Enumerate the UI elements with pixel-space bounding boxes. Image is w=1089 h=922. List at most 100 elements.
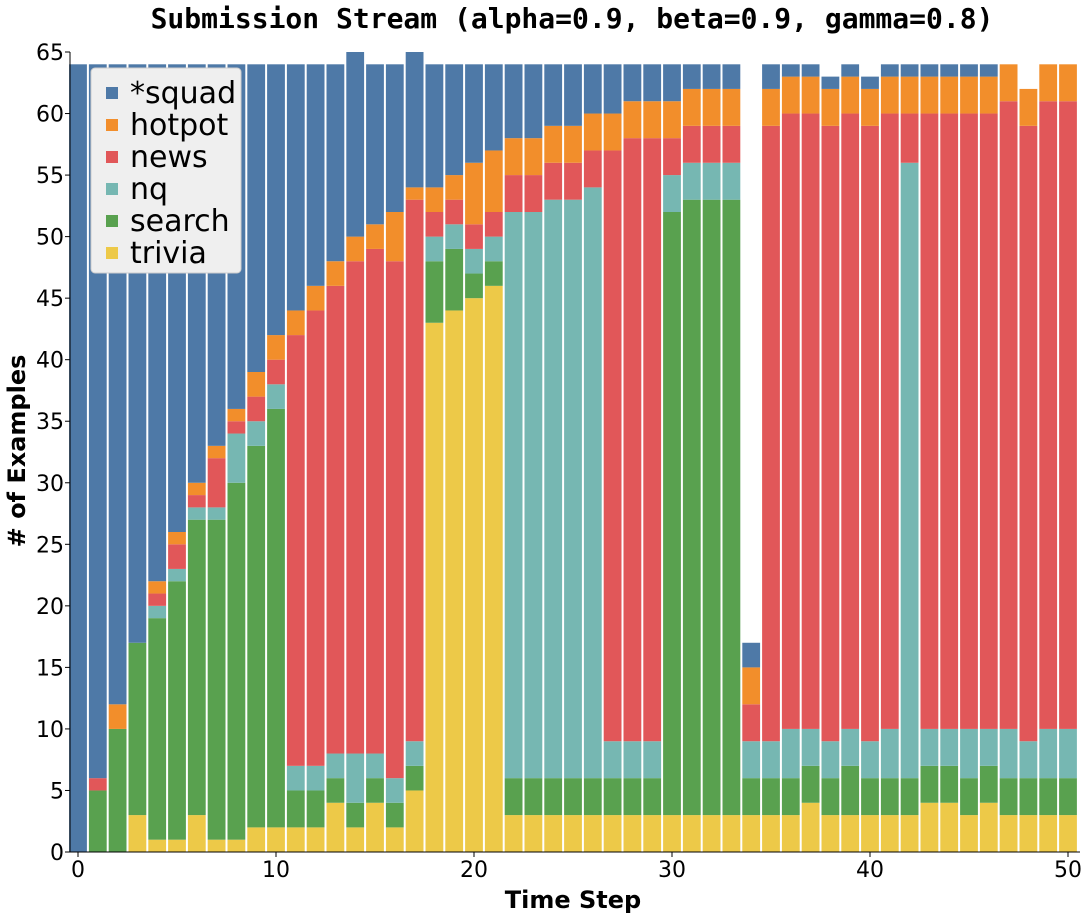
bar-segment-nq-4 <box>148 605 167 619</box>
bar-segment-trivia-38 <box>821 815 840 852</box>
bar-segment-news-50 <box>1059 101 1077 729</box>
bar-segment-nq-7 <box>207 507 226 520</box>
bar-segment-trivia-25 <box>564 815 582 852</box>
bar-segment-hotpot-23 <box>524 138 543 176</box>
bar-segment-nq-42 <box>900 162 919 779</box>
bar-segment-nq-9 <box>247 421 266 446</box>
bar-segment-nq-36 <box>781 728 800 779</box>
bar-segment-trivia-40 <box>861 815 879 852</box>
bar-segment-hotpot-7 <box>207 445 226 459</box>
bar-segment-news-48 <box>1019 125 1038 742</box>
y-tick-label: 50 <box>36 226 64 251</box>
bar-segment-nq-12 <box>306 765 325 791</box>
bar-segment-trivia-46 <box>979 802 998 852</box>
bar-segment-nq-34 <box>742 741 761 779</box>
bar-segment-news-33 <box>722 125 741 163</box>
bar-segment-search-10 <box>267 408 285 828</box>
bar-segment-trivia-18 <box>425 322 444 852</box>
bar-segment-news-26 <box>583 150 602 188</box>
bar-segment-trivia-30 <box>663 815 681 852</box>
bar-segment-nq-8 <box>227 433 246 483</box>
bar-segment-search-41 <box>880 778 899 816</box>
bar-segment-nq-18 <box>425 236 444 262</box>
bar-segment-nq-30 <box>663 175 681 212</box>
bar-segment-news-35 <box>762 125 780 742</box>
bar-segment-search-6 <box>187 519 206 816</box>
bar-segment-nq-43 <box>920 728 939 766</box>
bar-segment-hotpot-8 <box>227 408 246 422</box>
legend-swatch-news <box>106 151 118 163</box>
bar-segment-search-4 <box>148 618 167 840</box>
legend-swatch-search <box>106 215 118 227</box>
bar-segment-squad-14 <box>346 52 365 237</box>
bar-segment-search-26 <box>583 778 602 816</box>
bar-segment-news-19 <box>445 199 464 225</box>
bar-segment-search-11 <box>286 790 305 828</box>
bar-segment-news-46 <box>979 113 998 729</box>
bar-segment-nq-13 <box>326 753 345 779</box>
y-tick-label: 10 <box>36 718 64 743</box>
bar-segment-news-7 <box>207 458 226 508</box>
bar-segment-hotpot-46 <box>979 76 998 114</box>
bar-segment-hotpot-34 <box>742 667 761 705</box>
bar-segment-nq-24 <box>544 199 563 779</box>
bar-segment-search-16 <box>385 802 404 828</box>
bar-segment-search-31 <box>682 199 701 816</box>
bar-segment-squad-29 <box>643 64 662 102</box>
bar-segment-nq-28 <box>623 741 642 779</box>
bar-segment-nq-10 <box>267 384 285 409</box>
bar-segment-search-45 <box>960 778 978 816</box>
bar-segment-news-9 <box>247 396 266 422</box>
y-tick-label: 65 <box>36 41 64 66</box>
bar-segment-nq-5 <box>168 568 186 582</box>
bar-segment-search-29 <box>643 778 662 816</box>
bar-segment-hotpot-49 <box>1039 64 1058 102</box>
bar-segment-trivia-13 <box>326 802 345 852</box>
bar-segment-news-28 <box>623 138 642 742</box>
bar-segment-trivia-42 <box>900 815 919 852</box>
bar-segment-trivia-50 <box>1059 815 1077 852</box>
bar-segment-hotpot-43 <box>920 76 939 114</box>
bar-segment-squad-21 <box>484 64 503 151</box>
bar-segment-search-1 <box>88 790 107 852</box>
bar-segment-trivia-36 <box>781 815 800 852</box>
bar-segment-hotpot-47 <box>999 64 1018 102</box>
bar-segment-search-20 <box>465 273 483 299</box>
bar-segment-news-38 <box>821 125 840 742</box>
bar-segment-hotpot-38 <box>821 88 840 126</box>
bar-segment-news-4 <box>148 593 167 606</box>
bar-segment-news-8 <box>227 421 246 434</box>
bar-segment-news-40 <box>861 125 879 742</box>
bar-segment-trivia-47 <box>999 815 1018 852</box>
bar-segment-trivia-14 <box>346 827 365 852</box>
bar-segment-search-28 <box>623 778 642 816</box>
bar-segment-news-15 <box>366 248 384 754</box>
bar-segment-trivia-23 <box>524 815 543 852</box>
bar-segment-trivia-35 <box>762 815 780 852</box>
bar-segment-squad-36 <box>781 64 800 77</box>
bar-segment-nq-40 <box>861 741 879 779</box>
bar-segment-nq-21 <box>484 236 503 262</box>
bar-segment-nq-6 <box>187 507 206 520</box>
bar-segment-trivia-16 <box>385 827 404 852</box>
bar-segment-search-44 <box>940 765 959 803</box>
legend-box <box>90 67 242 274</box>
bar-segment-hotpot-20 <box>465 162 483 225</box>
bar-segment-squad-20 <box>465 64 483 163</box>
bar-segment-nq-45 <box>960 728 978 779</box>
bar-segment-hotpot-22 <box>504 138 523 176</box>
bar-segment-hotpot-37 <box>801 76 820 114</box>
bar-segment-hotpot-41 <box>880 76 899 114</box>
chart-title: Submission Stream (alpha=0.9, beta=0.9, … <box>151 2 994 35</box>
bar-segment-trivia-37 <box>801 802 820 852</box>
bar-segment-search-43 <box>920 765 939 803</box>
bar-segment-squad-27 <box>603 64 622 114</box>
bar-segment-trivia-21 <box>484 285 503 853</box>
bar-segment-search-22 <box>504 778 523 816</box>
bar-segment-nq-32 <box>702 162 721 200</box>
bar-segment-hotpot-27 <box>603 113 622 151</box>
bar-segment-news-18 <box>425 212 444 237</box>
bar-segment-hotpot-2 <box>108 704 127 729</box>
bar-segment-nq-29 <box>643 741 662 779</box>
